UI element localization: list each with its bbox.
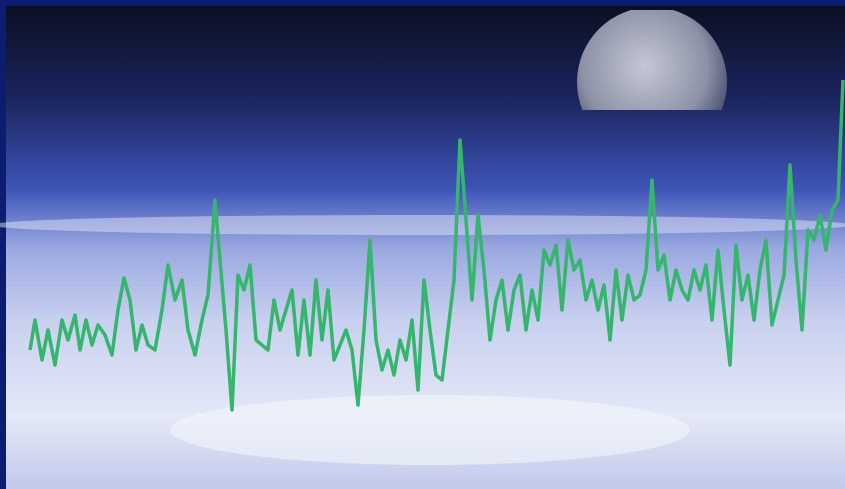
- moon: [577, 10, 727, 110]
- cloud: [170, 395, 690, 465]
- plot-area: [28, 79, 845, 412]
- data-line: [28, 79, 845, 412]
- horizon-haze: [0, 215, 845, 235]
